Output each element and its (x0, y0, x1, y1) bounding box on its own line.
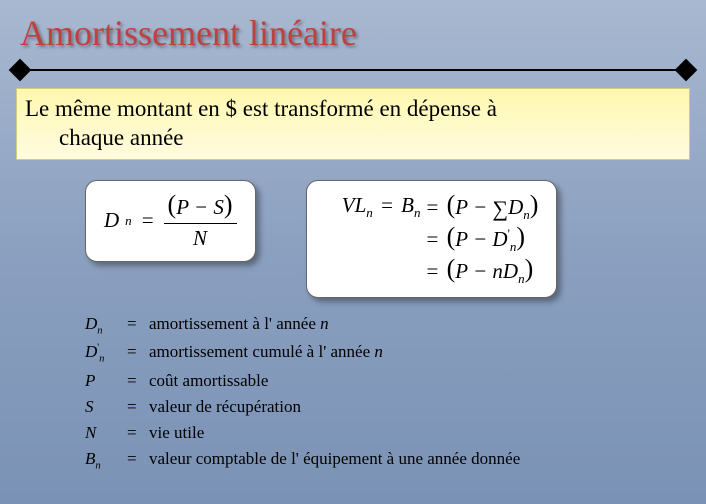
def-equals: = (127, 314, 149, 334)
fr3-n: n (492, 259, 503, 283)
def-description: valeur de récupération (149, 397, 301, 417)
fr3-rhs: = (P − nDn) (425, 255, 534, 287)
subtitle-line1: Le même montant en $ est transformé en d… (25, 96, 497, 121)
fr2-lp: ( (447, 222, 456, 251)
slide-title: Amortissement linéaire (0, 0, 706, 62)
def-description: coût amortissable (149, 371, 268, 391)
def-equals: = (127, 342, 149, 362)
definition-row: S=valeur de récupération (85, 397, 706, 417)
divider-diamond-right (675, 59, 698, 82)
fr1-eq2: = (427, 195, 439, 219)
def-equals: = (127, 449, 149, 469)
fr3-d: D (503, 259, 518, 283)
fr1-vl-sub: n (366, 205, 373, 220)
def-symbol-sup: ' (97, 343, 99, 354)
def-description: amortissement à l' année n (149, 314, 329, 334)
fr1-p: P (455, 195, 467, 219)
definitions-list: Dn=amortissement à l' année nD'n=amortis… (0, 298, 706, 471)
fr3-lp: ( (447, 254, 456, 283)
fr1-eq1: = (381, 193, 393, 217)
def-symbol-sub: n (99, 354, 104, 365)
fr1-b-sub: n (414, 205, 421, 220)
fr2-d: D (492, 227, 507, 251)
fr1-lhs: VLn = Bn (325, 193, 425, 221)
fr1-dsub: n (523, 207, 530, 222)
definition-row: Bn=valeur comptable de l' équipement à u… (85, 449, 706, 471)
fl-eq: = (142, 208, 154, 233)
def-description-var: n (320, 314, 329, 333)
definition-row: P=coût amortissable (85, 371, 706, 391)
fr1-rp: ) (530, 190, 539, 219)
fr3-minus: − (468, 259, 493, 283)
fr2-rp: ) (516, 222, 525, 251)
fl-rparen: ) (224, 190, 233, 219)
definition-row: Dn=amortissement à l' année n (85, 314, 706, 336)
def-symbol: S (85, 397, 127, 417)
fl-denominator: N (193, 224, 207, 251)
fr2-rhs: = (P − D'n) (425, 223, 526, 255)
fr-line1: VLn = Bn = (P − ∑Dn) (325, 191, 539, 223)
definition-row: N=vie utile (85, 423, 706, 443)
fr1-lp: ( (447, 190, 456, 219)
fr1-d: D (508, 195, 523, 219)
def-description-var: n (374, 342, 383, 361)
def-symbol: N (85, 423, 127, 443)
def-equals: = (127, 397, 149, 417)
fl-num-expr: P − S (176, 195, 224, 219)
subtitle-line2: chaque année (25, 124, 683, 153)
fr-line3: = (P − nDn) (325, 255, 539, 287)
def-symbol-sub: n (95, 460, 100, 471)
fr3-eq: = (427, 259, 439, 283)
fr2-minus: − (468, 227, 493, 251)
fr2-p: P (455, 227, 467, 251)
definition-row: D'n=amortissement cumulé à l' année n (85, 342, 706, 364)
fr1-b: B (401, 193, 414, 217)
def-description: vie utile (149, 423, 204, 443)
def-symbol: D'n (85, 342, 127, 364)
fr-line2: = (P − D'n) (325, 223, 539, 255)
fl-lparen: ( (168, 190, 177, 219)
def-equals: = (127, 371, 149, 391)
fr1-sigma: ∑ (492, 196, 508, 222)
fr3-p: P (455, 259, 467, 283)
title-divider (12, 62, 694, 78)
def-equals: = (127, 423, 149, 443)
def-symbol-sub: n (97, 325, 102, 336)
formula-box-dn: Dn = (P − S) N (85, 180, 256, 262)
formula-box-vl: VLn = Bn = (P − ∑Dn) = (P − D'n) = (P − … (306, 180, 558, 299)
fr1-rhs: = (P − ∑Dn) (425, 191, 539, 223)
def-description: valeur comptable de l' équipement à une … (149, 449, 520, 469)
fr3-dsub: n (518, 271, 525, 286)
formulas-area: Dn = (P − S) N VLn = Bn = (P − ∑Dn) = (0, 160, 706, 299)
fl-numerator: (P − S) (164, 191, 237, 224)
fl-fraction: (P − S) N (164, 191, 237, 251)
fr3-rp: ) (525, 254, 534, 283)
fl-lhs-var: D (104, 208, 119, 233)
fl-lhs-sub: n (125, 213, 132, 229)
fr1-vl: VL (342, 193, 367, 217)
fr2-eq: = (427, 227, 439, 251)
divider-line (20, 69, 686, 71)
def-symbol: P (85, 371, 127, 391)
def-symbol: Dn (85, 314, 127, 336)
def-symbol: Bn (85, 449, 127, 471)
def-description: amortissement cumulé à l' année n (149, 342, 383, 362)
fr1-minus: − (468, 195, 493, 219)
subtitle-box: Le même montant en $ est transformé en d… (16, 88, 690, 160)
